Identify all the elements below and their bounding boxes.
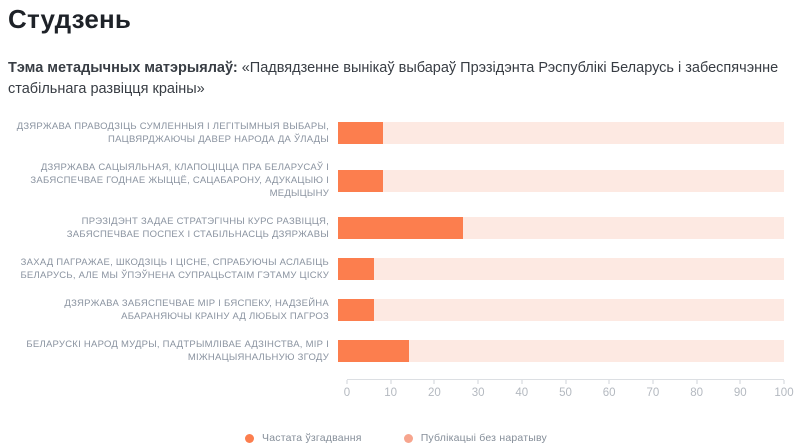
- chart-row: ДЗЯРЖАВА САЦЫЯЛЬНАЯ, КЛАПОЦІЦЦА ПРА БЕЛА…: [8, 161, 784, 200]
- report-page: Студзень Тэма метадычных матэрыялаў: «Па…: [8, 4, 794, 444]
- axis-tick-label: 20: [427, 387, 441, 399]
- stacked-bar-chart: ДЗЯРЖАВА ПРАВОДЗІЦЬ СУМЛЕННЫЯ І ЛЕГІТЫМН…: [8, 120, 794, 444]
- legend-item: Публікацыі без наратыву: [403, 432, 547, 444]
- axis-tick: [608, 380, 610, 384]
- chart-legend: Частата ўзгадвання Публікацыі без наратыв…: [8, 432, 784, 444]
- bar-segment-mentions: [338, 122, 383, 144]
- bar-segment-no-narrative: [382, 122, 784, 144]
- axis-tick: [696, 380, 698, 384]
- bar-segment-no-narrative: [382, 169, 784, 192]
- chart-row: БЕЛАРУСКІ НАРОД МУДРЫ, ПАДТРЫМЛІВАЕ АДЗІ…: [8, 338, 784, 364]
- chart-row: ЗАХАД ПАГРАЖАЕ, ШКОДЗІЦЬ І ЦІСНЕ, СПРАБУ…: [8, 256, 784, 282]
- axis-tick: [390, 380, 392, 384]
- category-label: БЕЛАРУСКІ НАРОД МУДРЫ, ПАДТРЫМЛІВАЕ АДЗІ…: [26, 339, 329, 363]
- bar-segment-mentions: [338, 258, 374, 280]
- legend-dot-icon: [403, 433, 413, 443]
- category-label: ПРЭЗІДЭНТ ЗАДАЕ СТРАТЭГІЧНЫ КУРС РАЗВІЦЦ…: [66, 216, 329, 240]
- theme-subtitle: Тэма метадычных матэрыялаў: «Падвядзенне…: [8, 58, 784, 100]
- bar-segment-mentions: [338, 340, 410, 362]
- axis-tick-label: 60: [602, 387, 616, 399]
- bar-track: [338, 340, 784, 362]
- legend-label: Частата ўзгадвання: [262, 432, 362, 444]
- chart-row: ПРЭЗІДЭНТ ЗАДАЕ СТРАТЭГІЧНЫ КУРС РАЗВІЦЦ…: [8, 215, 784, 241]
- axis-tick: [521, 380, 523, 384]
- bar-track: [338, 169, 784, 192]
- legend-dot-icon: [245, 433, 255, 443]
- axis-tick-label: 40: [515, 387, 529, 399]
- category-label: ДЗЯРЖАВА ЗАБЯСПЕЧВАЕ МІР І БЯСПЕКУ, НАДЗ…: [64, 298, 329, 322]
- axis-tick: [739, 380, 741, 384]
- axis-tick-label: 10: [384, 387, 398, 399]
- axis-tick-label: 0: [343, 387, 351, 399]
- x-axis: 0 10 20 30 40 50 60 70 80 90 100: [8, 379, 794, 405]
- bar-segment-no-narrative: [373, 258, 784, 280]
- axis-tick-label: 90: [733, 387, 747, 399]
- bar-segment-mentions: [338, 299, 374, 321]
- category-label: ДЗЯРЖАВА ПРАВОДЗІЦЬ СУМЛЕННЫЯ І ЛЕГІТЫМН…: [16, 121, 329, 145]
- chart-rows: ДЗЯРЖАВА ПРАВОДЗІЦЬ СУМЛЕННЫЯ І ЛЕГІТЫМН…: [8, 120, 784, 364]
- theme-text: «Падвядзенне вынікаў выбараў Прэзідэнта …: [8, 60, 779, 97]
- bar-track: [338, 299, 784, 321]
- bar-segment-mentions: [338, 217, 463, 239]
- axis-track: 0 10 20 30 40 50 60 70 80 90 100: [343, 379, 794, 405]
- category-label: ДЗЯРЖАВА САЦЫЯЛЬНАЯ, КЛАПОЦІЦЦА ПРА БЕЛА…: [30, 162, 329, 199]
- bar-segment-no-narrative: [462, 217, 784, 239]
- legend-label: Публікацыі без наратыву: [420, 432, 547, 444]
- theme-label: Тэма метадычных матэрыялаў:: [8, 60, 238, 76]
- page-title: Студзень: [8, 4, 132, 34]
- legend-item: Частата ўзгадвання: [245, 432, 362, 444]
- chart-row: ДЗЯРЖАВА ПРАВОДЗІЦЬ СУМЛЕННЫЯ І ЛЕГІТЫМН…: [8, 120, 784, 146]
- bar-track: [338, 258, 784, 280]
- bar-segment-no-narrative: [409, 340, 784, 362]
- axis-tick: [783, 380, 785, 384]
- axis-tick: [652, 380, 654, 384]
- axis-tick: [565, 380, 566, 384]
- chart-row: ДЗЯРЖАВА ЗАБЯСПЕЧВАЕ МІР І БЯСПЕКУ, НАДЗ…: [8, 297, 784, 323]
- axis-tick-label: 50: [559, 387, 572, 399]
- axis-tick: [433, 380, 435, 384]
- bar-track: [338, 122, 784, 144]
- axis-tick: [477, 380, 479, 384]
- bar-segment-no-narrative: [373, 299, 784, 321]
- axis-tick: [346, 380, 348, 384]
- axis-spacer: [8, 379, 347, 405]
- bar-track: [338, 217, 784, 239]
- axis-tick-label: 70: [646, 387, 660, 399]
- axis-tick-label: 30: [471, 387, 485, 399]
- category-label: ЗАХАД ПАГРАЖАЕ, ШКОДЗІЦЬ І ЦІСНЕ, СПРАБУ…: [20, 257, 329, 281]
- axis-tick-label: 80: [690, 387, 703, 399]
- bar-segment-mentions: [338, 169, 383, 192]
- axis-tick-label: 100: [774, 387, 794, 399]
